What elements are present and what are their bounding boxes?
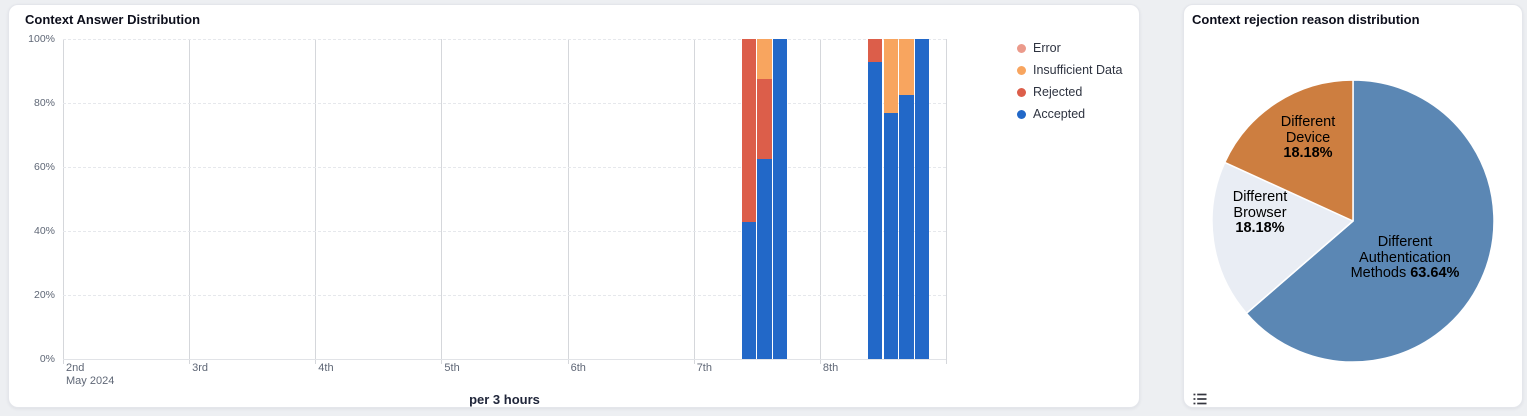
bar-segment-insufficient-data[interactable]: [757, 39, 772, 79]
bar-segment-accepted[interactable]: [883, 112, 898, 359]
page-title: Context rejection reason distribution: [1192, 12, 1420, 27]
gridline-vertical: [819, 39, 821, 364]
gridline-horizontal: [63, 39, 946, 40]
y-tick-label: 60%: [33, 161, 55, 173]
legend-label: Accepted: [1033, 107, 1086, 121]
context-answer-distribution-panel: Context Answer Distribution 0% 20% 40% 60% 8…: [8, 4, 1140, 408]
y-tick-label: 0%: [39, 353, 55, 365]
legend-dot-icon: [1017, 65, 1026, 75]
pie-label-different-authentication-methods: Different Authentication Methods 63.64%: [1350, 233, 1460, 281]
gridline-vertical: [567, 39, 569, 364]
gridline-horizontal: [63, 231, 946, 232]
x-tick-label: 3rd: [192, 362, 208, 374]
x-axis-line: [63, 359, 946, 360]
pie-label-different-browser: Different Browser 18.18%: [1232, 188, 1288, 236]
x-tick-label: 7th: [696, 362, 712, 374]
legend-item-rejected[interactable]: Rejected: [1017, 85, 1122, 99]
bar-segment-insufficient-data[interactable]: [899, 39, 914, 95]
bar-segment-accepted[interactable]: [867, 61, 883, 359]
x-axis-title: per 3 hours: [469, 392, 540, 407]
gridline-vertical: [189, 39, 191, 364]
y-tick-label: 40%: [33, 225, 55, 237]
x-tick-label: 5th: [444, 362, 460, 374]
y-tick-label: 80%: [33, 97, 55, 109]
x-tick-label: 4th: [318, 362, 334, 374]
pie-label-percent: 63.64%: [1410, 264, 1460, 281]
legend-item-insufficient-data[interactable]: Insufficient Data: [1017, 63, 1122, 77]
bar-segment-rejected[interactable]: [867, 39, 883, 62]
gridline-vertical: [63, 39, 64, 364]
gridline-vertical: [315, 39, 317, 364]
legend-dot-icon: [1017, 87, 1026, 97]
x-tick-label: 6th: [570, 362, 586, 374]
bar-segment-accepted[interactable]: [741, 221, 756, 359]
list-menu-icon[interactable]: [1193, 393, 1207, 405]
page-title: Context Answer Distribution: [25, 12, 201, 27]
gridline-horizontal: [63, 167, 946, 168]
pie-label-different-device: Different Device 18.18%: [1280, 113, 1336, 161]
pie-slice-different-browser[interactable]: [1211, 161, 1354, 315]
bar-segment-insufficient-data[interactable]: [883, 39, 898, 113]
legend-dot-icon: [1017, 43, 1026, 53]
legend-item-error[interactable]: Error: [1017, 41, 1122, 55]
gridline-vertical: [693, 39, 695, 364]
bar-segment-accepted[interactable]: [915, 39, 930, 359]
y-tick-label: 20%: [33, 289, 55, 301]
pie-chart: [1208, 76, 1498, 366]
pie-label-percent: 18.18%: [1235, 219, 1285, 236]
bar-segment-accepted[interactable]: [757, 159, 772, 359]
y-tick-label: 100%: [28, 33, 55, 45]
legend-label: Error: [1033, 41, 1061, 55]
bar-segment-rejected[interactable]: [741, 39, 756, 222]
legend-label: Rejected: [1033, 85, 1083, 99]
pie-label-percent: 18.18%: [1283, 144, 1333, 161]
bar-segment-rejected[interactable]: [757, 79, 772, 159]
gridline-vertical: [441, 39, 443, 364]
pie-slice-different-device[interactable]: [1224, 79, 1354, 222]
gridline-vertical: [946, 39, 947, 364]
bar-segment-accepted[interactable]: [773, 39, 788, 359]
context-rejection-reason-panel: Context rejection reason distribution Di…: [1183, 4, 1523, 408]
pie-svg: [1211, 79, 1495, 363]
pie-slice-different-authentication-methods[interactable]: [1245, 79, 1495, 363]
bar-chart-plot: [63, 39, 947, 364]
bar-segment-accepted[interactable]: [899, 95, 914, 359]
gridline-horizontal: [63, 103, 946, 104]
x-tick-label: 8th: [822, 362, 839, 374]
gridline-horizontal: [63, 295, 946, 296]
x-tick-label: 2nd May 2024: [66, 362, 115, 387]
legend-dot-icon: [1017, 109, 1026, 119]
legend-item-accepted[interactable]: Accepted: [1017, 107, 1122, 121]
chart-legend: Error Insufficient Data Rejected Accepted: [1017, 41, 1122, 129]
legend-label: Insufficient Data: [1033, 63, 1123, 77]
